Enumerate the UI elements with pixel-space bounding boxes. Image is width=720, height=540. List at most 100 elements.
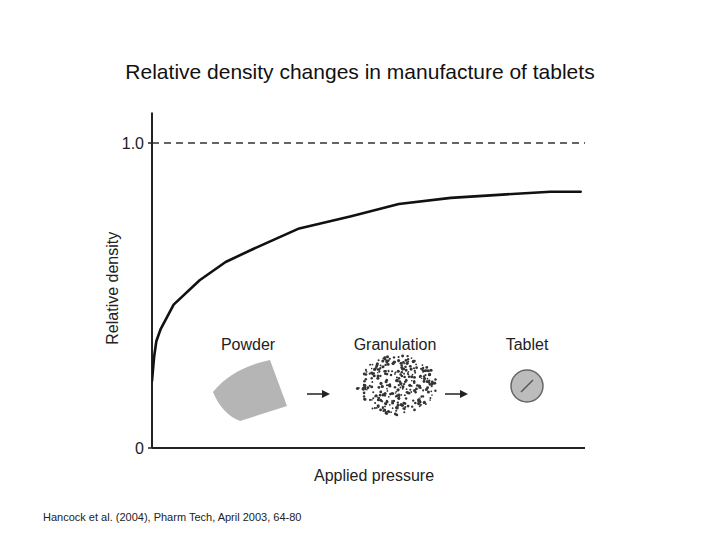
granule <box>422 389 424 391</box>
granule <box>374 402 376 404</box>
granule <box>414 391 416 393</box>
granule <box>404 394 406 396</box>
x-axis-label: Applied pressure <box>314 467 434 484</box>
x-axis <box>152 447 585 449</box>
granule <box>405 369 407 371</box>
granule <box>387 390 389 392</box>
granule <box>384 402 387 405</box>
granule <box>404 406 406 408</box>
granule <box>421 377 423 379</box>
granule <box>377 406 379 408</box>
granule <box>409 365 412 368</box>
granule <box>371 381 373 383</box>
tablet-icon <box>511 370 543 402</box>
granule <box>362 387 365 390</box>
annotation: Granulation <box>354 336 437 353</box>
granule <box>384 364 386 366</box>
granule <box>410 368 413 371</box>
granule <box>377 404 380 407</box>
granule <box>391 400 393 402</box>
granule <box>395 413 398 416</box>
granule <box>397 394 400 397</box>
granule <box>379 394 382 397</box>
granule <box>399 373 402 376</box>
granule <box>403 373 405 375</box>
granule <box>403 383 405 385</box>
granule <box>419 375 422 378</box>
granule <box>390 374 393 377</box>
granule <box>371 368 373 370</box>
granule <box>404 366 406 368</box>
granule <box>371 399 373 401</box>
granule <box>362 388 365 391</box>
granule <box>395 392 397 394</box>
granule <box>388 370 390 372</box>
reference-line <box>152 142 585 144</box>
granule <box>428 373 431 376</box>
y-tick-label: 1.0 <box>122 135 144 152</box>
granule <box>433 382 436 385</box>
granule <box>366 386 369 389</box>
annotation: Tablet <box>506 336 549 353</box>
granule <box>366 389 368 391</box>
granule <box>404 380 407 383</box>
granule <box>392 362 395 365</box>
granule <box>391 370 393 372</box>
granule <box>378 386 381 389</box>
granule <box>404 366 406 368</box>
granule <box>379 408 382 411</box>
granule <box>377 399 379 401</box>
granule <box>379 390 382 393</box>
granule <box>356 387 359 390</box>
granule <box>414 391 416 393</box>
granule <box>376 362 379 365</box>
granule <box>426 386 429 389</box>
arrow <box>307 393 324 395</box>
granule <box>424 369 427 372</box>
granule <box>415 366 418 369</box>
granule <box>380 364 382 366</box>
granule <box>373 368 376 371</box>
granule <box>389 393 392 396</box>
granule <box>415 364 417 366</box>
granule <box>407 358 409 360</box>
granule <box>395 410 397 412</box>
granule <box>403 411 405 413</box>
granule <box>402 388 404 390</box>
granule <box>389 383 391 385</box>
granule <box>363 395 366 398</box>
granule <box>363 398 366 401</box>
granule <box>393 356 395 358</box>
granule <box>366 371 368 373</box>
granule <box>381 365 384 368</box>
granule <box>376 407 378 409</box>
granule <box>389 358 391 360</box>
y-tick <box>148 142 152 144</box>
granule <box>383 356 386 359</box>
granule <box>434 390 436 392</box>
granule <box>396 406 399 409</box>
granule <box>412 399 414 401</box>
granule <box>430 390 432 392</box>
granule <box>408 376 411 379</box>
granule <box>431 380 434 383</box>
granule <box>414 372 416 374</box>
granule <box>410 391 412 393</box>
granule <box>385 412 388 415</box>
granule <box>396 376 398 378</box>
granule <box>428 373 431 376</box>
granule <box>364 398 366 400</box>
granule <box>407 373 409 375</box>
granule <box>427 390 430 393</box>
granule <box>369 399 371 401</box>
source: Hancock et al. (2004), Pharm Tech, April… <box>43 511 301 523</box>
granule <box>400 394 402 396</box>
granule <box>382 406 384 408</box>
granule <box>373 374 376 377</box>
granule <box>388 396 390 398</box>
granule <box>382 358 384 360</box>
granule <box>363 380 366 383</box>
granule <box>422 395 424 397</box>
granule <box>377 399 380 402</box>
granule <box>407 391 410 394</box>
